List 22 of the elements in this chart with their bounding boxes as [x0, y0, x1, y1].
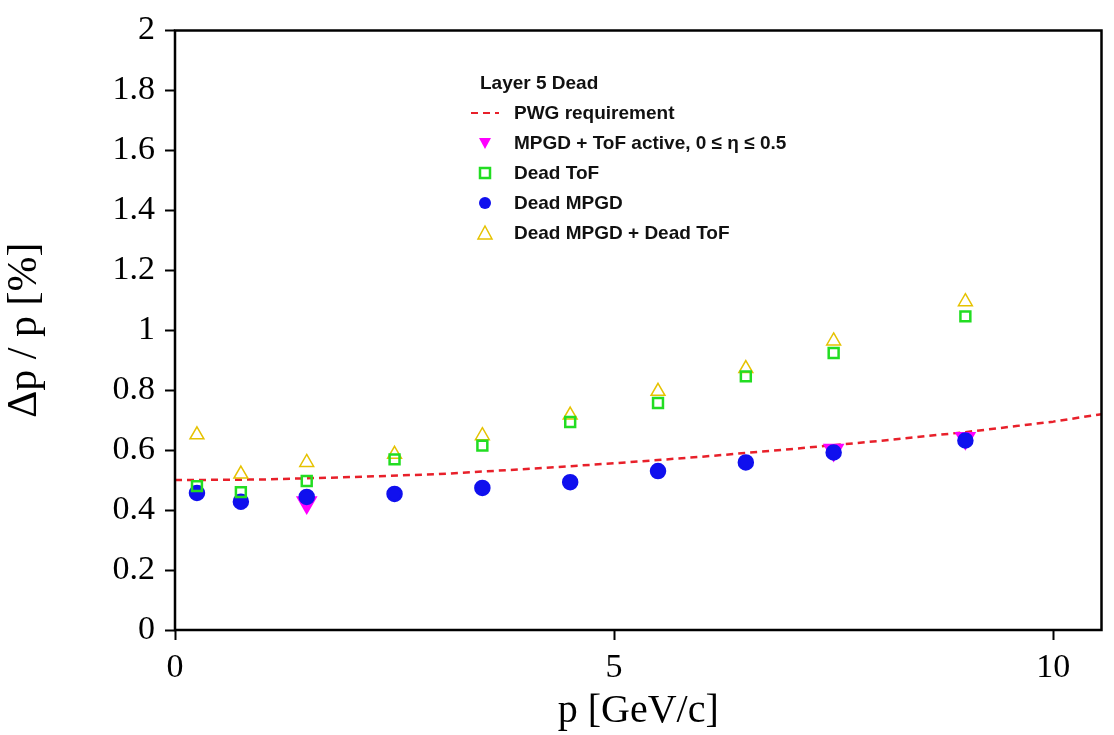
- legend-label: Dead MPGD + Dead ToF: [514, 221, 730, 245]
- x-tick-label: 10: [1036, 647, 1071, 685]
- legend-title: Layer 5 Dead: [480, 71, 600, 95]
- y-tick-label: 1.2: [112, 249, 155, 287]
- y-tick-label: 1: [138, 309, 155, 347]
- x-tick-label: 5: [605, 647, 623, 685]
- y-tick-label: 2: [138, 9, 155, 47]
- x-axis-title: p [GeV/c]: [557, 685, 719, 731]
- legend-label: MPGD + ToF active, 0 ≤ η ≤ 0.5: [514, 131, 787, 155]
- x-tick-label: 0: [166, 647, 184, 685]
- y-tick-label: 0.2: [112, 548, 155, 586]
- legend-label: Dead MPGD: [514, 191, 623, 215]
- y-tick-label: 0: [138, 608, 155, 646]
- y-tick-label: 0.6: [112, 429, 155, 467]
- y-tick-label: 1.4: [112, 189, 155, 227]
- y-tick-label: 1.8: [112, 69, 155, 107]
- y-tick-label: 0.8: [112, 369, 155, 407]
- legend-label: Dead ToF: [514, 161, 600, 185]
- y-tick-label: 0.4: [112, 489, 155, 526]
- legend-label: PWG requirement: [514, 101, 675, 125]
- y-axis-title: Δp / p [%]: [0, 242, 46, 418]
- y-tick-label: 1.6: [112, 129, 155, 167]
